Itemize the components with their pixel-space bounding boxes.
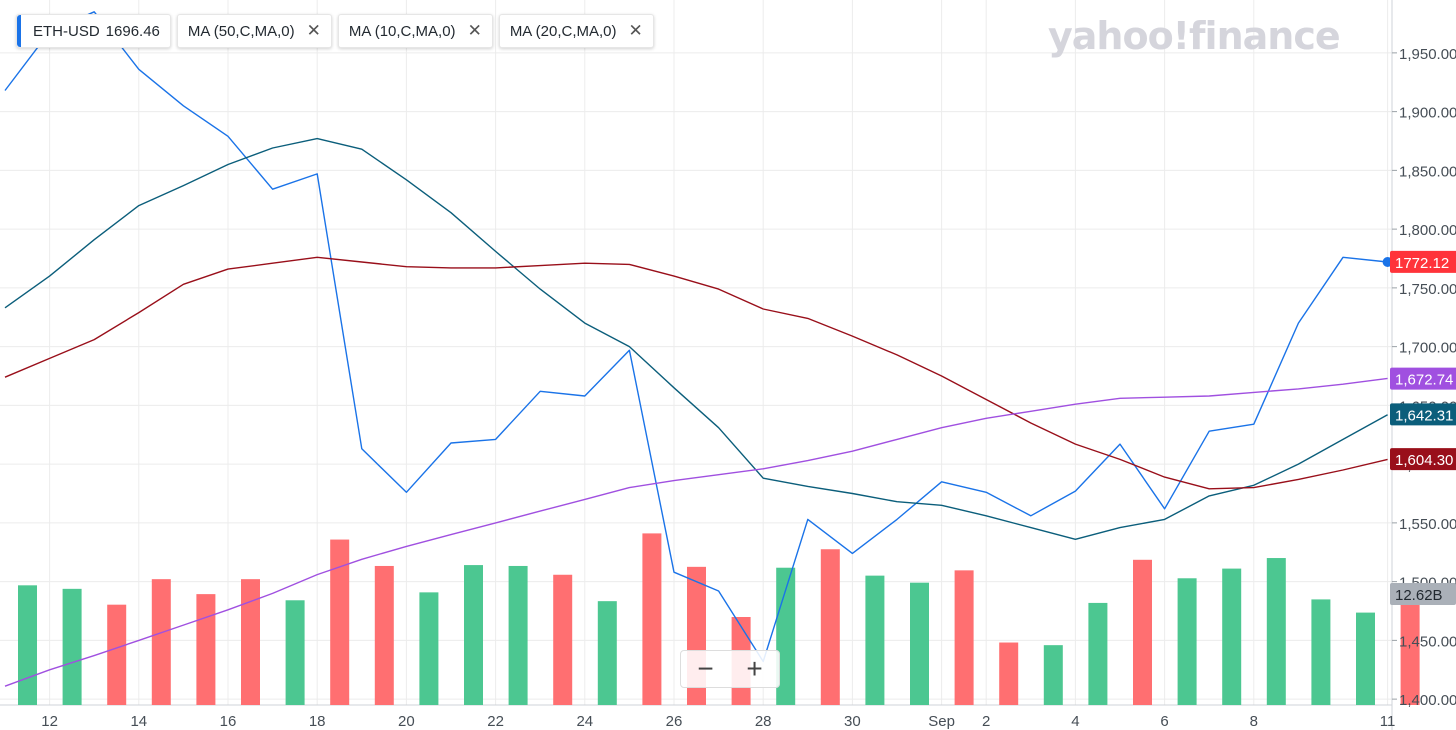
legend-label: MA (50,C,MA,0): [187, 22, 295, 40]
volume-tag-label: 12.62B: [1395, 587, 1443, 604]
volume-bar: [1356, 612, 1375, 705]
x-tick-label: 22: [487, 713, 504, 730]
legend-chip-ma-50[interactable]: MA (50,C,MA,0) ✕: [176, 14, 332, 48]
volume-bar: [642, 533, 662, 705]
zoom-in-button[interactable]: +: [746, 653, 763, 684]
volume-bar: [107, 604, 127, 705]
volume-bar: [62, 588, 82, 705]
volume-bar: [1400, 593, 1420, 705]
indicator-legend: ETH-USD 1696.46 MA (50,C,MA,0) ✕ MA (10,…: [16, 14, 654, 48]
volume-bar: [820, 549, 840, 705]
yahoo-finance-logo: yahoo!finance: [1048, 14, 1341, 58]
x-tick-label: 6: [1160, 713, 1168, 730]
x-tick-label: 20: [398, 713, 415, 730]
legend-chip-eth-usd[interactable]: ETH-USD 1696.46: [16, 14, 171, 48]
ma-50-line: [4, 377, 1388, 687]
y-tick-label: 1,450.00: [1399, 633, 1456, 650]
volume-tag: [1390, 582, 1456, 605]
x-tick-label: 24: [576, 713, 593, 730]
legend-chip-ma-10[interactable]: MA (10,C,MA,0) ✕: [337, 14, 493, 48]
ma-10-line: [4, 137, 1388, 540]
close-icon[interactable]: ✕: [306, 21, 321, 40]
volume-bar: [374, 565, 394, 705]
volume-bar: [1222, 568, 1242, 705]
volume-bar: [508, 565, 528, 705]
legend-label: MA (10,C,MA,0): [348, 22, 456, 40]
y-tick-label: 1,750.00: [1399, 281, 1456, 298]
x-tick-label: 30: [844, 713, 861, 730]
y-tick-label: 1,550.00: [1399, 516, 1456, 533]
y-tick-label: 1,900.00: [1399, 105, 1456, 122]
price-tag-label: 1,604.30: [1395, 452, 1453, 469]
volume-bar: [1133, 559, 1152, 705]
x-tick-label: 2: [982, 713, 990, 730]
price-tag-label: 1772.12: [1395, 255, 1449, 272]
volume-bar: [1088, 602, 1108, 705]
y-tick-label: 1,850.00: [1399, 163, 1456, 180]
x-tick-label: 28: [755, 713, 772, 730]
volume-bar: [776, 567, 796, 705]
volume-bar: [1266, 558, 1286, 705]
volume-bar: [464, 565, 483, 705]
close-icon[interactable]: ✕: [628, 21, 643, 40]
volume-bar: [954, 570, 974, 705]
volume-bar: [419, 592, 439, 705]
price-tag: [1390, 367, 1456, 390]
legend-price: 1696.46: [105, 22, 160, 40]
eth-usd-price-line: [4, 11, 1388, 663]
volume-bar: [999, 642, 1019, 705]
volume-bar: [597, 601, 617, 705]
zoom-out-button[interactable]: −: [697, 653, 714, 684]
y-tick-label: 1,400.00: [1399, 692, 1456, 709]
price-tag: [1390, 403, 1456, 426]
x-tick-label: 26: [666, 713, 683, 730]
volume-bar: [1311, 599, 1331, 705]
volume-bar: [330, 539, 350, 705]
price-tag-label: 1,642.31: [1395, 407, 1453, 424]
volume-bar: [151, 579, 171, 705]
x-tick-label: 16: [220, 713, 237, 730]
volume-bar: [18, 585, 37, 705]
volume-bar: [1043, 645, 1063, 705]
ma-20-line: [4, 256, 1388, 490]
y-tick-label: 1,800.00: [1399, 222, 1456, 239]
x-tick-label: 8: [1250, 713, 1258, 730]
legend-symbol: ETH-USD: [33, 22, 100, 40]
volume-bar: [285, 600, 305, 705]
y-tick-label: 1,700.00: [1399, 340, 1456, 357]
x-tick-label: 18: [309, 713, 326, 730]
price-tag: [1390, 448, 1456, 471]
zoom-controls: − +: [680, 650, 780, 688]
legend-label: MA (20,C,MA,0): [509, 22, 617, 40]
volume-bar: [910, 582, 929, 705]
price-tag-label: 1,672.74: [1395, 372, 1453, 389]
x-tick-label: 14: [130, 713, 147, 730]
x-tick-label: 11: [1380, 713, 1396, 730]
y-tick-label: 1,950.00: [1399, 46, 1456, 63]
volume-bar: [865, 575, 885, 705]
volume-bar: [1177, 578, 1197, 705]
x-tick-label: Sep: [928, 713, 955, 730]
x-tick-label: 12: [41, 713, 58, 730]
volume-bar: [196, 594, 216, 705]
price-tag: [1390, 250, 1456, 273]
series-color-marker: [17, 15, 21, 47]
volume-bar: [241, 579, 260, 705]
x-tick-label: 4: [1071, 713, 1079, 730]
close-icon[interactable]: ✕: [467, 21, 482, 40]
legend-chip-ma-20[interactable]: MA (20,C,MA,0) ✕: [498, 14, 654, 48]
volume-bar: [553, 574, 573, 705]
